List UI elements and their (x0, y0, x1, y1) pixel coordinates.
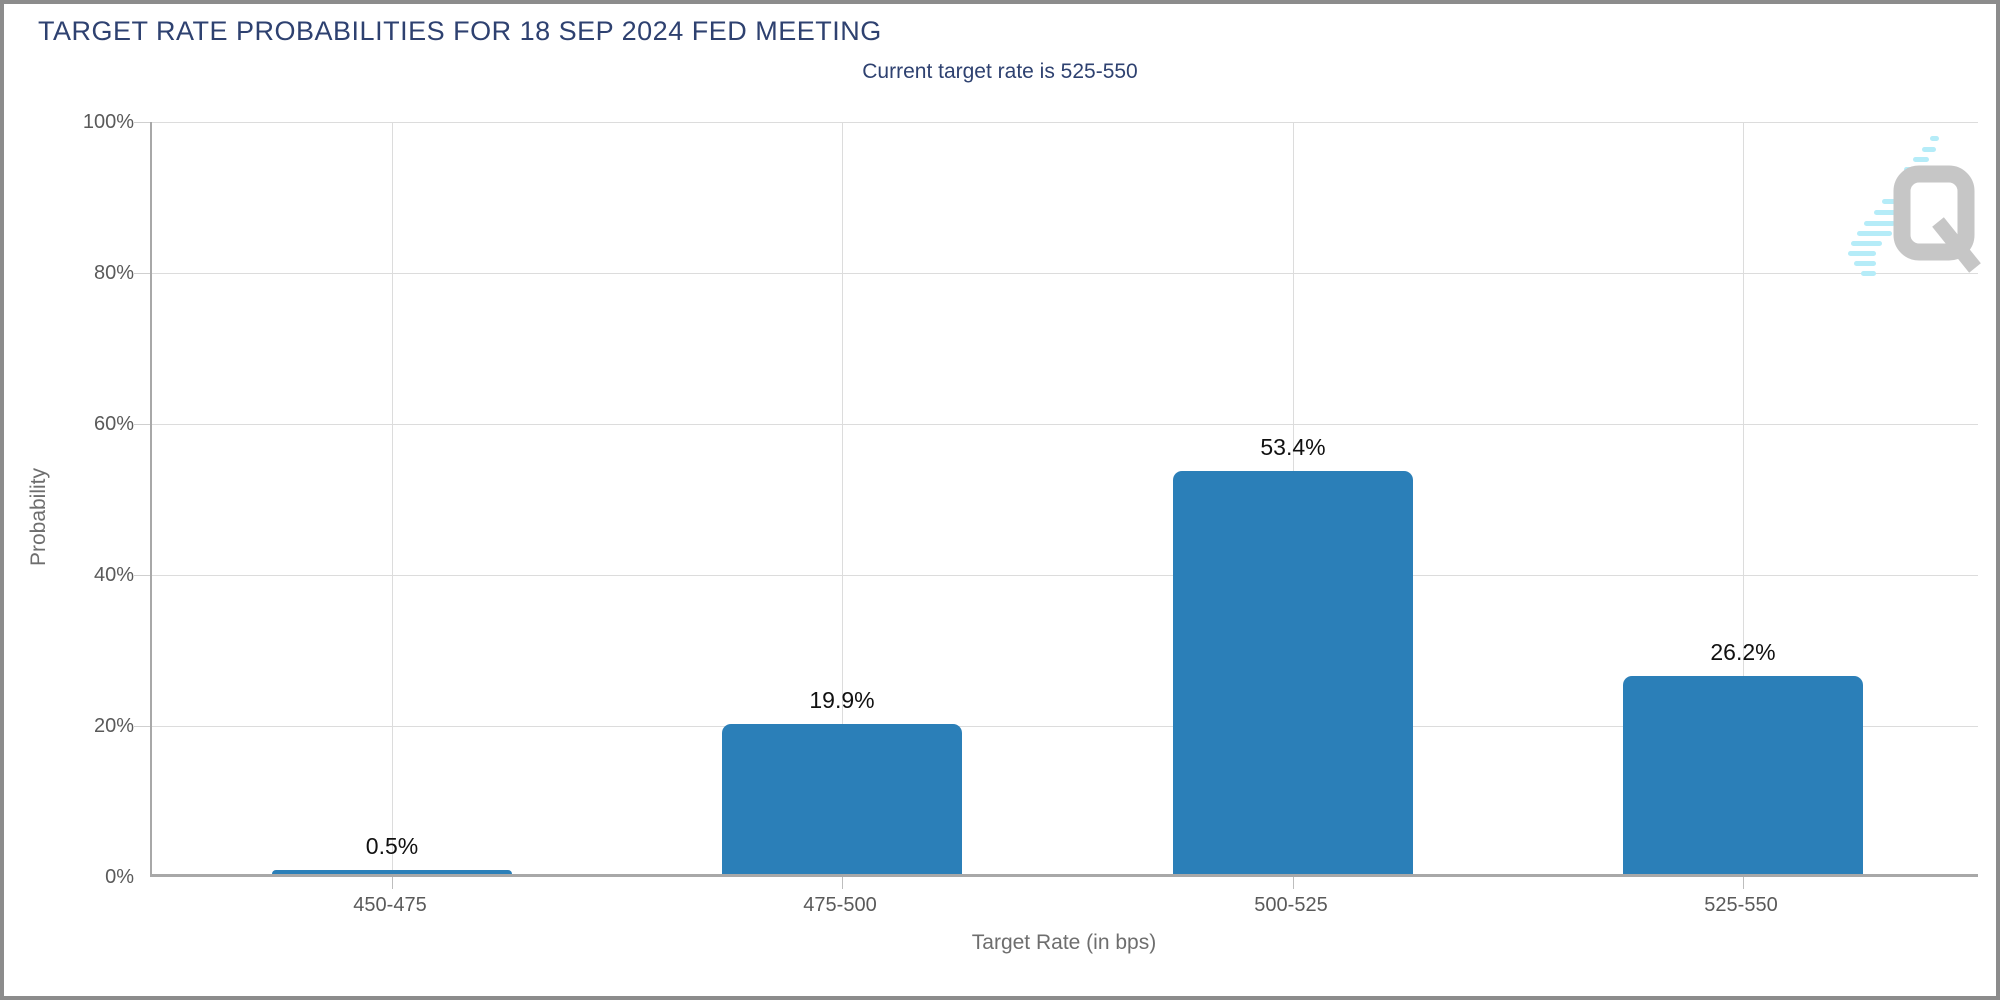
gridline-80pct (152, 273, 1978, 274)
plot-area: 0.5% 19.9% 53.4% 26.2% (134, 122, 1978, 889)
y-tick-label-40: 40% (93, 564, 134, 586)
y-tick (134, 726, 150, 727)
chart-title: TARGET RATE PROBABILITIES FOR 18 SEP 202… (38, 16, 882, 46)
y-tick (134, 424, 150, 425)
gridline-cat-4 (1743, 122, 1744, 874)
gridline-cat-1 (392, 122, 393, 874)
y-tick-label-60: 60% (93, 413, 134, 435)
y-tick (134, 575, 150, 576)
y-tick (134, 273, 150, 274)
y-tick-label-20: 20% (93, 715, 134, 737)
y-tick-label-0: 0% (105, 866, 134, 888)
x-tick (842, 877, 843, 889)
x-tick-label-2: 475-500 (803, 894, 877, 916)
x-tick-label-1: 450-475 (353, 894, 427, 916)
bar-450-475 (272, 870, 512, 874)
gridline-cat-2 (842, 122, 843, 874)
q-watermark-icon (1848, 136, 1981, 276)
gridline-100pct (152, 122, 1978, 123)
bar-500-525 (1173, 470, 1413, 874)
bar-525-550 (1623, 676, 1863, 874)
bar-475-500 (722, 723, 962, 874)
gridline-20pct (152, 726, 1978, 727)
bar-value-label: 19.9% (809, 686, 875, 713)
y-axis-title: Probability (27, 467, 50, 567)
x-tick (1743, 877, 1744, 889)
bar-value-label: 53.4% (1260, 433, 1326, 460)
gridline-60pct (152, 424, 1978, 425)
y-tick (134, 122, 150, 123)
x-axis-title: Target Rate (in bps) (971, 931, 1157, 954)
y-tick-label-100: 100% (82, 111, 134, 133)
gridline-40pct (152, 575, 1978, 576)
x-tick (1293, 877, 1294, 889)
x-tick (392, 877, 393, 889)
chart-subtitle: Current target rate is 525-550 (862, 60, 1138, 83)
x-tick-label-4: 525-550 (1704, 894, 1778, 916)
bar-value-label: 0.5% (365, 833, 419, 860)
x-tick-label-3: 500-525 (1254, 894, 1328, 916)
y-tick-label-80: 80% (93, 262, 134, 284)
bar-value-label: 26.2% (1710, 639, 1776, 666)
